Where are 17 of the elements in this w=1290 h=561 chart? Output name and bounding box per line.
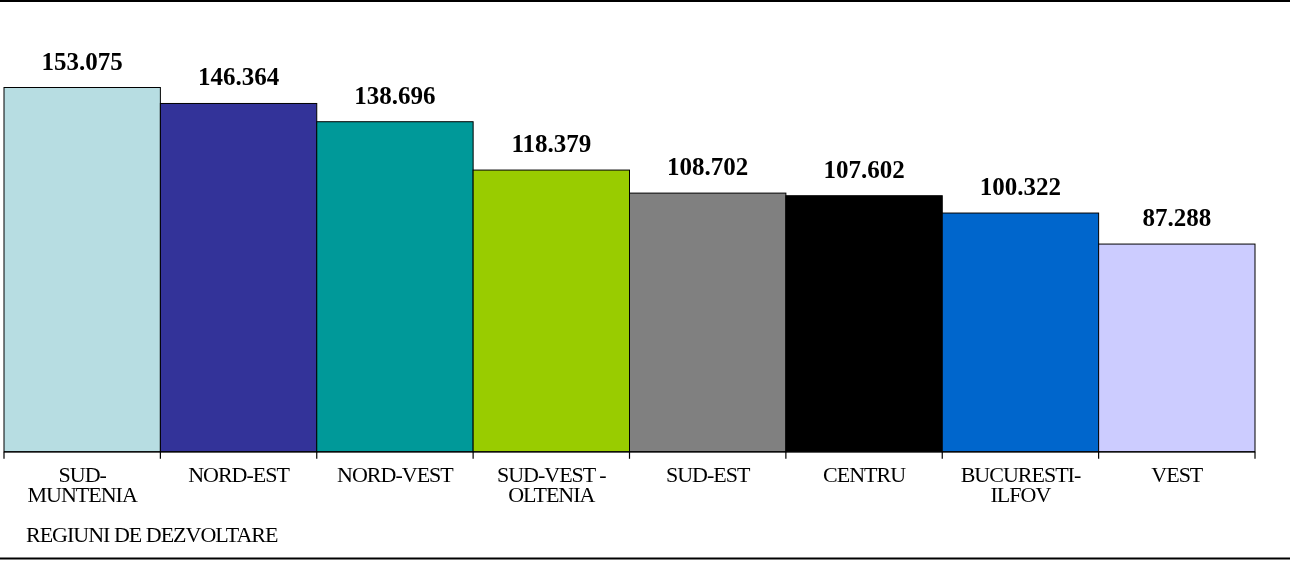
data-label: 118.379 — [511, 130, 592, 158]
x-tick-label: SUD-VEST - OLTENIA — [496, 462, 607, 508]
x-tick-label: SUD-EST — [665, 462, 751, 487]
data-label: 138.696 — [354, 81, 436, 109]
x-tick-label: BUCURESTI-ILFOV — [960, 462, 1081, 508]
data-label: 100.322 — [979, 173, 1062, 201]
x-axis-title: REGIUNI DE DEZVOLTARE — [26, 522, 278, 547]
x-tick-label: VEST — [1151, 462, 1204, 487]
data-label: 153.075 — [41, 47, 123, 75]
x-tick-label: NORD-VEST — [337, 462, 455, 487]
x-tick-label: NORD-EST — [188, 462, 291, 487]
data-label: 108.702 — [667, 153, 749, 181]
data-label: 146.364 — [197, 63, 280, 91]
x-tick-label: SUD-MUNTENIA — [27, 462, 138, 508]
data-label: 87.288 — [1142, 204, 1212, 232]
x-tick-label: CENTRU — [823, 462, 907, 487]
data-label: 107.602 — [823, 155, 905, 183]
